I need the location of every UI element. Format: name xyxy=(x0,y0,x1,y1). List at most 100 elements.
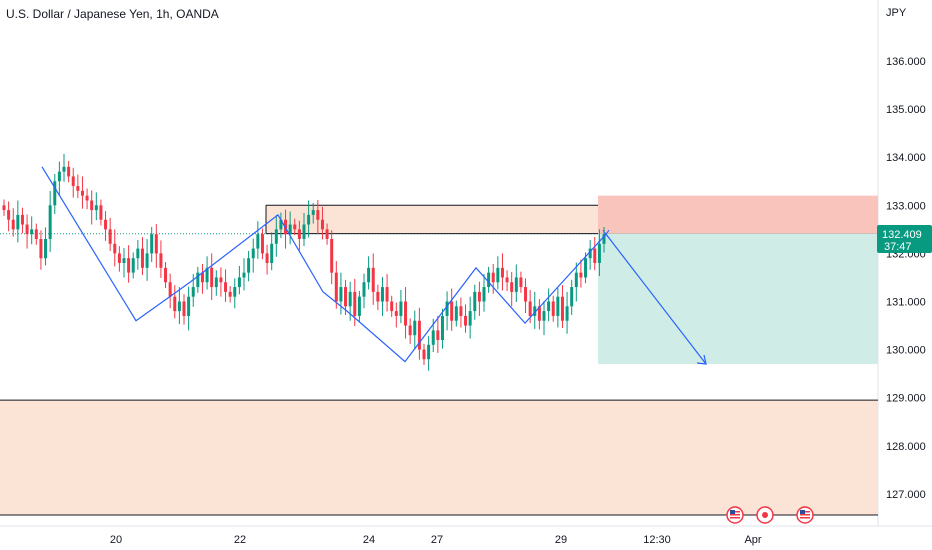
candle-body xyxy=(537,306,541,321)
candle-body xyxy=(459,306,463,316)
price-axis[interactable]: 136.000135.000134.000133.000132.000131.0… xyxy=(886,56,926,501)
candle-body xyxy=(34,229,38,239)
candle-body xyxy=(48,205,52,239)
candle-body xyxy=(233,287,237,297)
candle-body xyxy=(542,311,546,321)
pattern-drawings xyxy=(41,166,707,365)
price-tick-label: 127.000 xyxy=(886,489,926,501)
candle-body xyxy=(67,166,71,177)
candle-body xyxy=(528,301,532,316)
candle-body xyxy=(445,301,449,316)
candle-body xyxy=(574,272,578,288)
candle-body xyxy=(320,219,324,230)
candle-body xyxy=(588,248,592,259)
candle-body xyxy=(496,267,500,283)
candle-body xyxy=(191,287,195,297)
time-tick-label: 12:30 xyxy=(643,534,671,546)
candle-body xyxy=(136,248,140,259)
candle-body xyxy=(330,238,334,273)
candle-body xyxy=(228,291,232,297)
flag-stripe xyxy=(730,517,740,519)
candle-body xyxy=(108,229,112,244)
candle-body xyxy=(293,224,297,230)
candle-body xyxy=(450,301,454,321)
candle-body xyxy=(210,267,214,288)
candle-body xyxy=(200,272,204,283)
candle-body xyxy=(380,287,384,302)
candle-body xyxy=(353,291,357,316)
time-axis[interactable]: 20 22 24 27 29 12:30 Apr xyxy=(110,534,762,546)
candle-body xyxy=(177,301,181,312)
candle-body xyxy=(164,267,168,283)
lower-demand-zone xyxy=(0,400,878,515)
flag-canton xyxy=(730,510,735,514)
time-tick-label: 20 xyxy=(110,534,122,546)
candle-body xyxy=(25,224,29,235)
candle-body xyxy=(404,301,408,326)
candle-body xyxy=(316,210,320,220)
us-flag-icon xyxy=(796,506,814,524)
candle-body xyxy=(597,243,601,264)
last-price-badge-bg xyxy=(877,225,932,253)
price-tick-label: 128.000 xyxy=(886,441,926,453)
candle-body xyxy=(477,291,481,302)
candle-body xyxy=(593,248,597,264)
candle-body xyxy=(260,234,264,254)
candle-body xyxy=(348,291,352,307)
candle-body xyxy=(53,181,57,206)
candle-body xyxy=(325,229,329,239)
price-tick-label: 134.000 xyxy=(886,152,926,164)
candle-body xyxy=(468,311,472,326)
candle-body xyxy=(247,258,251,273)
candle-body xyxy=(464,315,468,326)
candle-body xyxy=(519,277,523,288)
price-zones xyxy=(0,195,878,516)
candle-body xyxy=(150,234,154,254)
candle-body xyxy=(173,296,177,312)
candle-body xyxy=(524,287,528,302)
time-tick-label: 27 xyxy=(431,534,443,546)
candle-body xyxy=(196,272,200,288)
candle-body xyxy=(11,219,15,230)
time-tick-label: 24 xyxy=(363,534,375,546)
candle-body xyxy=(219,277,223,283)
candle-body xyxy=(334,272,338,302)
candle-body xyxy=(30,229,34,235)
candle-body xyxy=(500,267,504,278)
candle-body xyxy=(62,166,66,172)
candle-body xyxy=(602,234,606,244)
candle-body xyxy=(487,272,491,288)
candle-body xyxy=(57,171,61,182)
price-tick-label: 133.000 xyxy=(886,200,926,212)
candle-body xyxy=(85,195,89,201)
candle-body xyxy=(140,248,144,268)
price-tick-label: 135.000 xyxy=(886,104,926,116)
candle-body xyxy=(362,282,366,297)
event-icon-dot xyxy=(762,512,768,518)
candle-body xyxy=(182,301,186,316)
candle-body xyxy=(80,190,84,196)
candle-body xyxy=(256,234,260,249)
candle-body xyxy=(205,267,209,283)
candle-body xyxy=(279,219,283,230)
candle-body xyxy=(394,311,398,316)
candle-body xyxy=(560,296,564,321)
candle-body xyxy=(440,315,444,340)
candle-body xyxy=(2,205,6,211)
candle-body xyxy=(39,238,43,259)
candle-body xyxy=(159,253,163,268)
candle-body xyxy=(307,214,311,225)
projection-arrow-line xyxy=(605,233,707,365)
last-price-label: 132.409 xyxy=(882,229,922,241)
candle-body xyxy=(265,253,269,264)
candle-body xyxy=(482,287,486,302)
candle-body xyxy=(367,267,371,283)
chart-title: U.S. Dollar / Japanese Yen, 1h, OANDA xyxy=(6,7,219,21)
candle-body xyxy=(168,282,172,297)
candle-body xyxy=(302,224,306,239)
candle-body xyxy=(547,301,551,312)
zigzag-pattern-line xyxy=(41,166,607,363)
candle-body xyxy=(20,214,24,225)
flag-stripe xyxy=(730,514,740,516)
